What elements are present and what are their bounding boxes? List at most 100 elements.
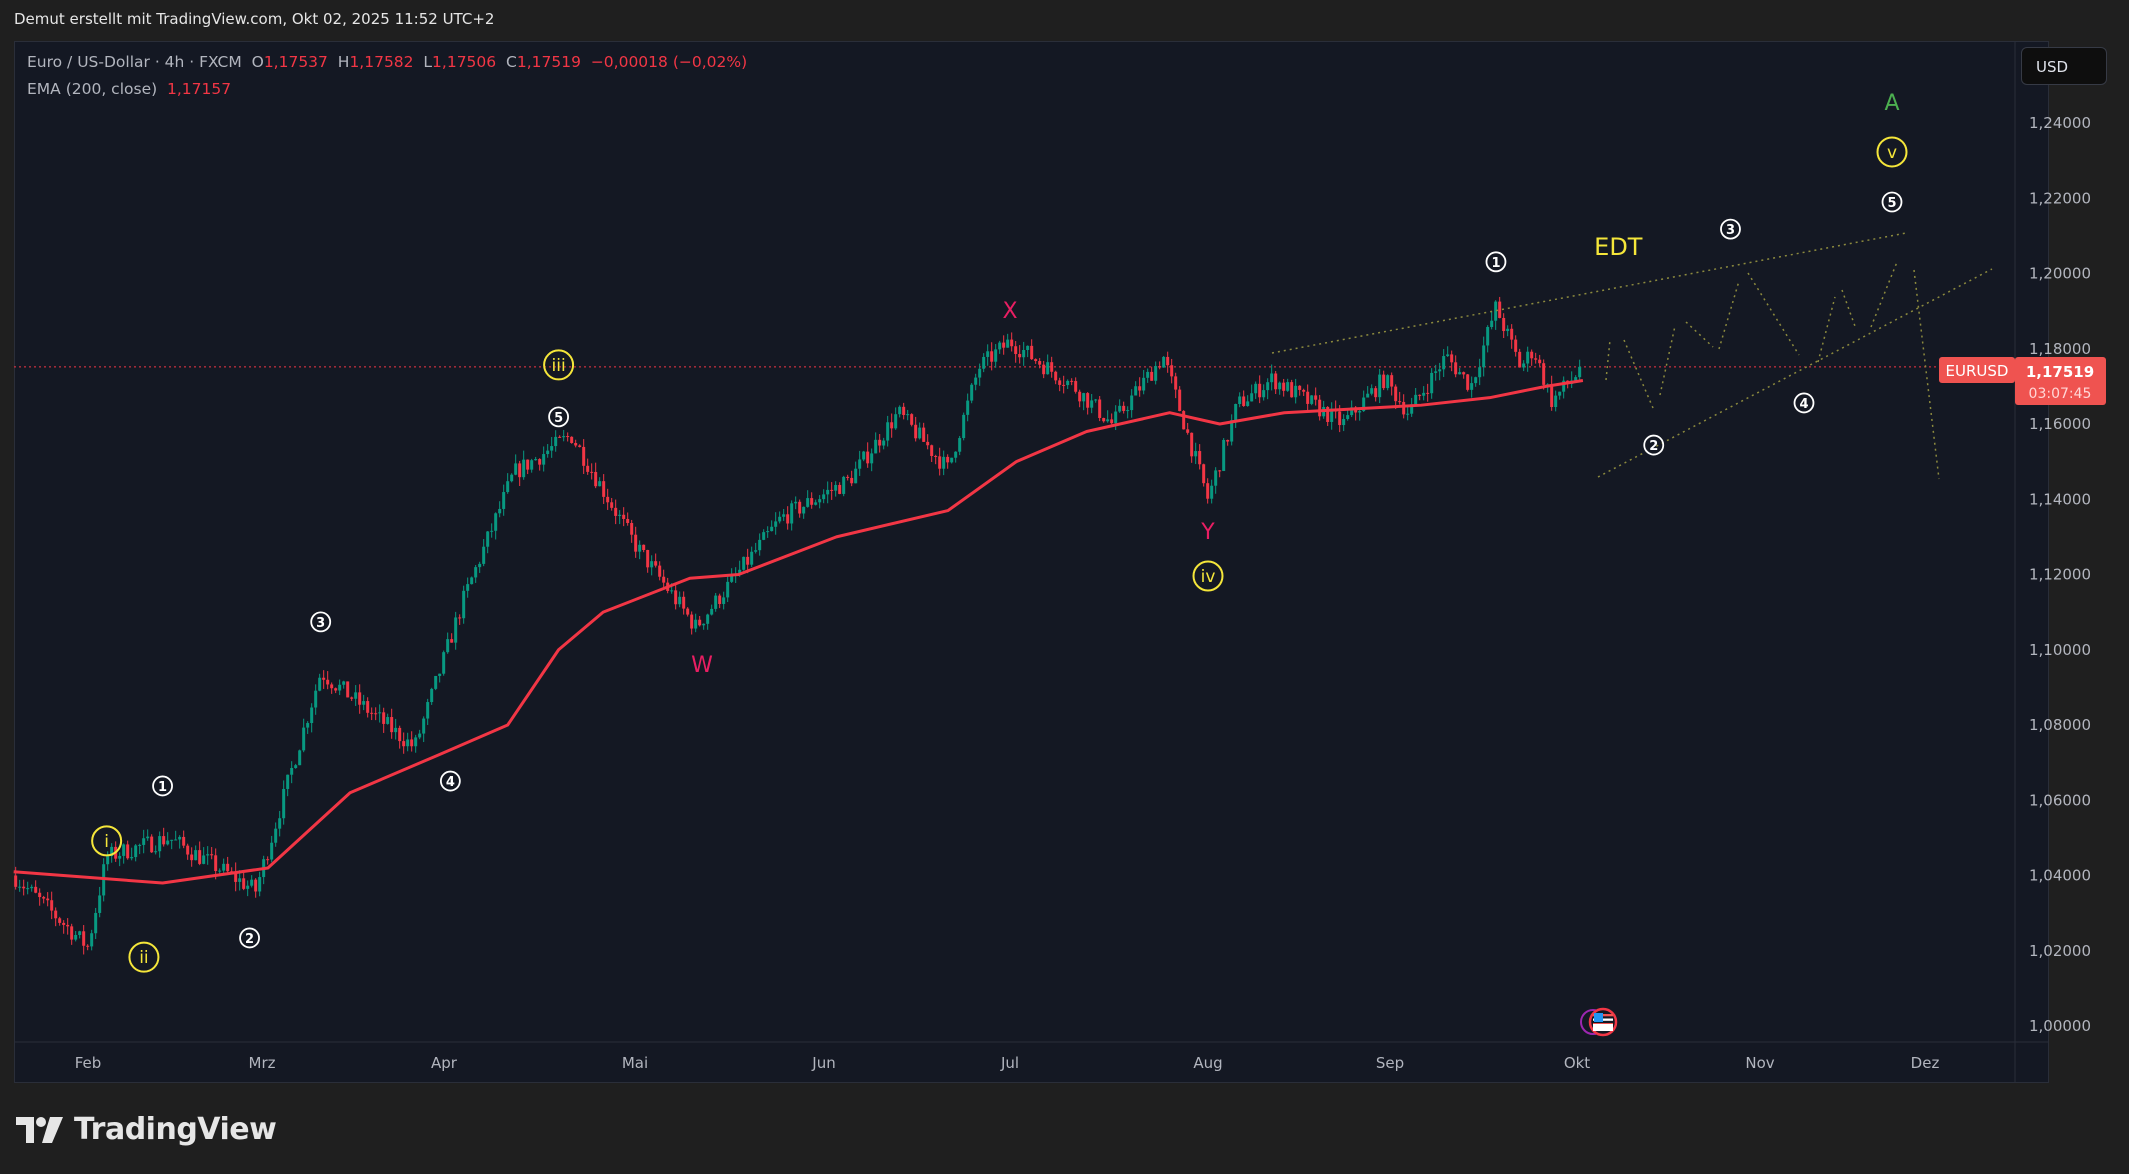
candle xyxy=(366,701,370,713)
candle xyxy=(858,459,862,469)
candle xyxy=(794,501,798,504)
candle xyxy=(1130,395,1134,411)
wave-label-3-circle xyxy=(310,611,332,633)
wave-label-ii[interactable]: ii xyxy=(139,948,148,968)
candle xyxy=(830,489,834,491)
candle xyxy=(1066,380,1070,386)
candle xyxy=(442,652,446,674)
candle xyxy=(1214,470,1218,486)
candle xyxy=(554,436,558,447)
projection-path-segment[interactable] xyxy=(1817,296,1836,363)
wave-label-1[interactable]: 1 xyxy=(1491,256,1500,271)
wave-label-1[interactable]: 1 xyxy=(158,780,167,795)
candle xyxy=(1050,362,1054,372)
wave-label-x[interactable]: X xyxy=(1002,299,1017,324)
candle xyxy=(446,639,450,653)
trendline[interactable] xyxy=(1597,268,1993,478)
projection-path-segment[interactable] xyxy=(1718,280,1740,350)
candle xyxy=(998,342,1002,350)
ema-label[interactable]: EMA (200, close) xyxy=(27,80,158,98)
wave-label-v[interactable]: v xyxy=(1887,143,1897,163)
candle xyxy=(478,563,482,568)
wave-label-2[interactable]: 2 xyxy=(1649,439,1658,454)
projection-path-segment[interactable] xyxy=(1685,321,1714,348)
projection-path-segment[interactable] xyxy=(1605,339,1611,381)
wave-label-a[interactable]: A xyxy=(1884,91,1899,116)
candle xyxy=(294,765,298,769)
candle xyxy=(674,590,678,605)
price-tick-label: 1,04000 xyxy=(2029,867,2091,885)
trendline[interactable] xyxy=(1271,232,1907,354)
candle xyxy=(766,531,770,533)
us-flag-canton xyxy=(1594,1013,1603,1022)
symbol-name[interactable]: Euro / US-Dollar · 4h · FXCM xyxy=(27,53,242,71)
wave-label-4-circle xyxy=(439,770,461,792)
candle xyxy=(1246,401,1250,406)
candle xyxy=(1542,363,1546,385)
candle xyxy=(382,712,386,724)
candle xyxy=(1266,382,1270,391)
wave-label-2[interactable]: 2 xyxy=(245,932,254,947)
candle xyxy=(1554,395,1558,408)
candle xyxy=(810,498,814,505)
candle xyxy=(898,406,902,415)
candle xyxy=(286,774,290,789)
candle xyxy=(1082,393,1086,402)
candle xyxy=(1530,351,1534,359)
currency-button[interactable]: USD xyxy=(2021,47,2107,85)
wave-label-5[interactable]: 5 xyxy=(1887,196,1896,211)
wave-label-iv[interactable]: iv xyxy=(1201,567,1216,587)
wave-label-iii[interactable]: iii xyxy=(552,356,566,376)
candle xyxy=(1342,419,1346,426)
high-label: H xyxy=(337,53,350,71)
wave-label-edt[interactable]: EDT xyxy=(1594,233,1643,261)
wave-label-4[interactable]: 4 xyxy=(446,775,455,790)
candle xyxy=(946,456,950,463)
candle xyxy=(686,608,690,615)
candle xyxy=(930,445,934,457)
candle xyxy=(1350,407,1354,416)
wave-label-w[interactable]: W xyxy=(691,653,713,678)
candle xyxy=(74,934,78,940)
projection-path-segment[interactable] xyxy=(1913,269,1940,480)
candle xyxy=(1186,429,1190,433)
projection-path-segment[interactable] xyxy=(1623,339,1654,409)
candle xyxy=(1058,380,1062,385)
time-tick-label: Apr xyxy=(431,1054,458,1072)
wave-label-5[interactable]: 5 xyxy=(554,411,563,426)
price-tick-label: 1,16000 xyxy=(2029,415,2091,433)
wave-label-3[interactable]: 3 xyxy=(1726,223,1735,238)
projection-path-segment[interactable] xyxy=(1870,261,1898,328)
candle xyxy=(550,446,554,451)
time-tick-label: Aug xyxy=(1193,1054,1222,1072)
candle xyxy=(1078,391,1082,402)
candle xyxy=(822,494,826,500)
candle xyxy=(50,900,54,911)
wave-label-3[interactable]: 3 xyxy=(316,616,325,631)
candle xyxy=(1038,361,1042,365)
candle xyxy=(1534,358,1538,360)
chart-frame[interactable] xyxy=(14,41,2049,1083)
candle xyxy=(1398,401,1402,403)
candle xyxy=(730,574,734,582)
candle xyxy=(1442,356,1446,370)
price-tick-label: 1,20000 xyxy=(2029,265,2091,283)
candle xyxy=(310,707,314,724)
projection-path-segment[interactable] xyxy=(1747,272,1800,356)
wave-label-i[interactable]: i xyxy=(104,832,109,852)
candle xyxy=(1110,419,1114,424)
close-value: 1,17519 xyxy=(516,53,581,71)
candle xyxy=(1382,374,1386,389)
wave-label-v-circle xyxy=(1876,136,1908,168)
candle xyxy=(1146,371,1150,378)
candle xyxy=(762,532,766,540)
candle xyxy=(94,912,98,934)
candle xyxy=(1330,408,1334,422)
wave-label-y[interactable]: Y xyxy=(1200,520,1215,545)
candle xyxy=(126,844,130,859)
wave-label-4[interactable]: 4 xyxy=(1799,397,1808,412)
projection-path-segment[interactable] xyxy=(1841,289,1857,330)
wave-label-1-circle xyxy=(152,775,173,797)
projection-path-segment[interactable] xyxy=(1659,325,1676,396)
